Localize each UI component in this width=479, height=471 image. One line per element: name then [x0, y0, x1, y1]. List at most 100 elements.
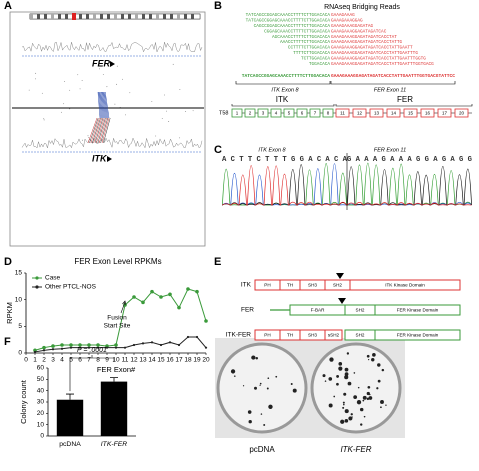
colony	[376, 387, 379, 390]
x-tick-label: 16	[166, 357, 174, 364]
y-tick-label: 40	[37, 387, 45, 394]
colony	[290, 382, 293, 385]
split-read	[99, 91, 103, 119]
read-fer: GAAAGAAAGGAGATAGATCACCTATTGAATTTG	[331, 51, 418, 56]
point	[168, 292, 172, 297]
colony	[338, 366, 343, 371]
x-tick-label: 7	[87, 357, 91, 364]
read-fer: GAAAGAAAGGAGATAG	[331, 24, 374, 29]
read-dot	[87, 135, 89, 137]
read-dot	[106, 86, 108, 88]
domain-label: FER Kinase Domain	[397, 308, 439, 313]
read-itk: AAACCTTTTCTTGGACACA	[280, 40, 330, 45]
colony	[344, 367, 349, 372]
x-tick-label: 14	[148, 357, 156, 364]
band	[86, 14, 89, 19]
colony	[366, 397, 370, 401]
read-itk: CAGCCGGAGCAAACCTTTTCTTGGACACA	[254, 24, 331, 29]
y-axis-label: RPKM	[5, 302, 14, 324]
colony	[344, 372, 349, 377]
read-dot	[161, 118, 163, 120]
split-read	[103, 91, 108, 119]
panel-label: E	[214, 256, 221, 268]
domain-label: TH	[287, 333, 293, 338]
y-tick-label: 20	[37, 410, 45, 417]
exon-fer	[386, 108, 401, 118]
read-dot	[185, 111, 187, 112]
point	[78, 346, 82, 349]
point	[105, 346, 109, 349]
domain	[324, 329, 343, 341]
legend-label: Other PTCL-NOS	[45, 284, 97, 291]
point	[51, 344, 55, 348]
domain	[374, 304, 461, 316]
split-read	[101, 117, 110, 144]
point	[96, 343, 100, 347]
split-read	[90, 117, 100, 144]
fusion-line	[231, 104, 473, 107]
colony	[362, 399, 365, 402]
read-dot	[179, 137, 181, 139]
read-dot	[151, 100, 153, 102]
colony	[357, 386, 360, 389]
read-dot	[99, 68, 100, 70]
split-read	[98, 117, 107, 144]
split-read	[96, 117, 105, 144]
x-tick-label: 10	[112, 357, 120, 364]
exon-fer	[420, 108, 435, 118]
colonies	[230, 352, 387, 426]
colony	[333, 395, 336, 398]
point	[87, 346, 91, 349]
band	[65, 14, 68, 19]
read-itk: AGCAAACCTTTTCTTGGACACA	[272, 35, 330, 40]
read-dot	[64, 81, 66, 82]
read-itk: TATCAGCCGGAGCAAACCTTTTCTTGGACACA	[246, 19, 331, 24]
exon-label: 5	[288, 111, 291, 116]
read-dot	[122, 78, 123, 80]
image-label: pcDNA	[249, 445, 275, 454]
x-tick-label: 1	[33, 357, 37, 364]
read-dot	[102, 74, 104, 75]
colony	[351, 416, 353, 418]
domain-label: TH	[287, 283, 293, 288]
exon-label: ITK Exon 8	[258, 147, 286, 153]
band	[121, 14, 124, 19]
arrow	[107, 156, 112, 162]
exon-label: 3	[262, 111, 265, 116]
colony	[251, 355, 256, 360]
split-read	[97, 91, 101, 119]
band	[128, 14, 131, 19]
point	[141, 342, 145, 345]
x-tick-label: 11	[122, 357, 129, 364]
band	[170, 14, 173, 19]
x-tick-label: 6	[78, 357, 82, 364]
colony	[230, 369, 236, 374]
domain-label: PH	[264, 283, 270, 288]
exon-label: 11	[340, 111, 345, 116]
read-dot	[41, 92, 43, 94]
read-fer: GAAAGAAAG	[331, 13, 355, 18]
image-label: ITK-FER	[340, 445, 371, 454]
panel-label: B	[214, 0, 222, 12]
colony	[259, 382, 262, 385]
gene-label: FER	[92, 58, 111, 68]
exon-itk	[309, 108, 321, 118]
exon-itk	[296, 108, 308, 118]
panel-label: C	[214, 144, 222, 156]
point	[195, 335, 199, 339]
colony	[368, 396, 373, 400]
colony	[380, 400, 384, 404]
x-tick-label: 9	[105, 357, 109, 364]
colony	[366, 354, 370, 358]
point	[150, 289, 154, 294]
base-calls: GAAAGAAAGGAGAGG	[347, 156, 472, 164]
exon-itk	[257, 108, 269, 118]
colony	[338, 362, 343, 366]
colony	[346, 352, 350, 355]
exon-label: 17	[442, 111, 448, 116]
split-read	[91, 117, 101, 144]
colony	[260, 413, 263, 415]
colony	[263, 423, 266, 426]
split-read	[97, 117, 106, 144]
x-tick-label: 0	[24, 357, 28, 364]
